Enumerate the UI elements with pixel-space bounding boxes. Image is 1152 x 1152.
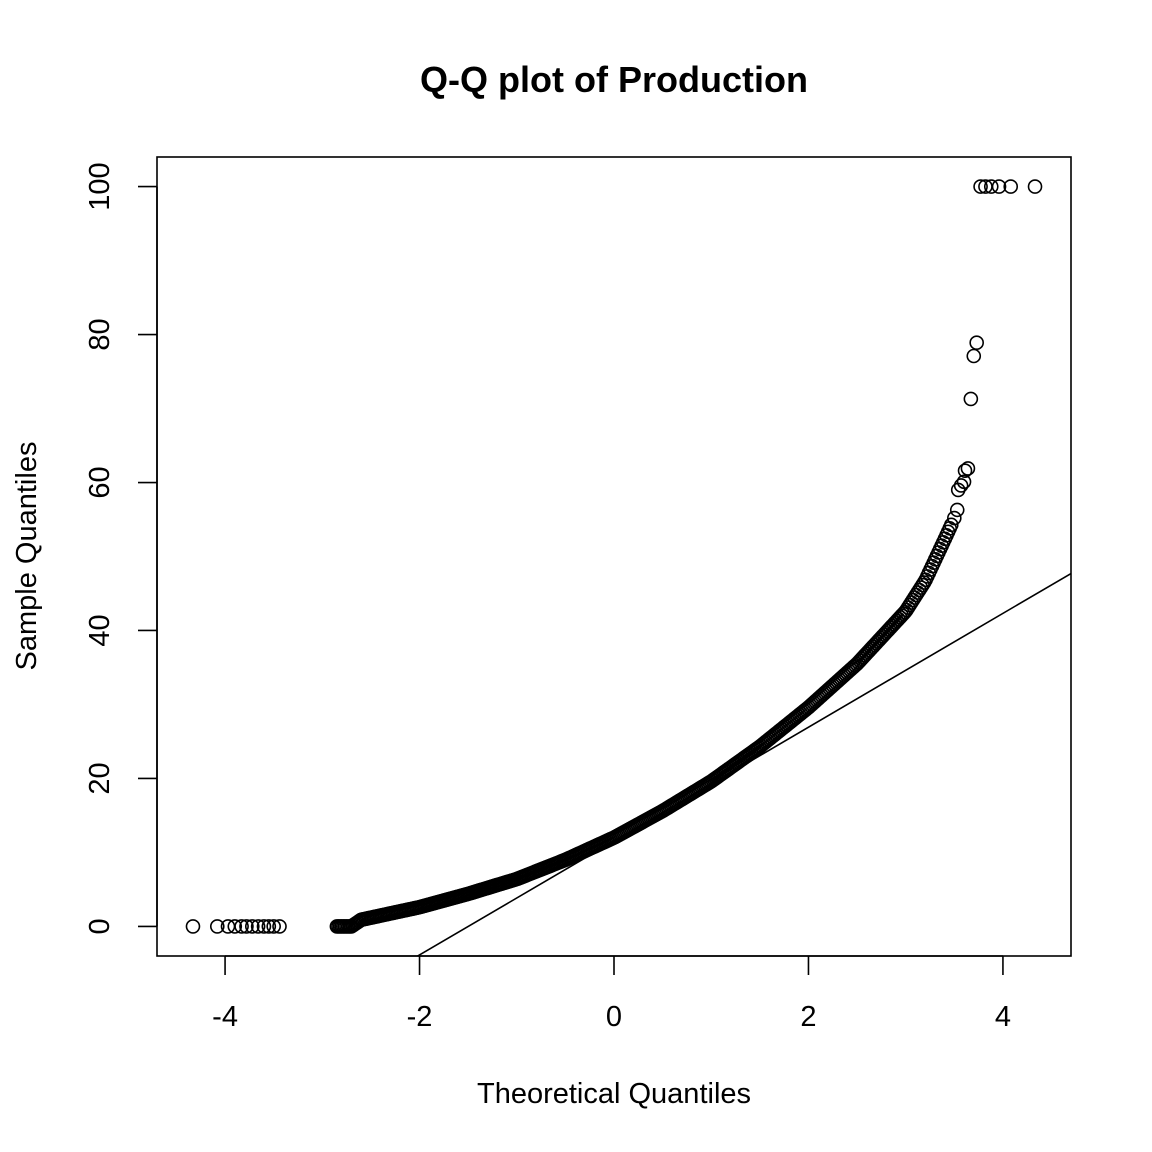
qq-point xyxy=(966,348,982,364)
qq-point xyxy=(250,919,266,934)
plot-clip-group xyxy=(416,572,1071,956)
qq-point xyxy=(973,179,988,194)
qq-reference-line xyxy=(416,572,1071,956)
qq-point xyxy=(1003,179,1019,194)
qq-point xyxy=(266,919,281,934)
qq-point xyxy=(969,335,984,350)
qq-point xyxy=(953,478,969,493)
qq-point xyxy=(256,919,272,934)
qq-point xyxy=(949,502,965,518)
qq-point xyxy=(272,919,287,934)
qq-point xyxy=(960,461,976,476)
qq-point xyxy=(957,463,973,478)
y-axis-label: Sample Quantiles xyxy=(11,442,43,671)
y-tick-label: 40 xyxy=(84,614,116,646)
qq-point xyxy=(963,391,979,407)
y-tick-label: 60 xyxy=(84,466,116,498)
qq-point xyxy=(234,919,249,934)
y-tick-label: 0 xyxy=(84,918,116,934)
qq-point xyxy=(1027,179,1043,194)
chart-title: Q-Q plot of Production xyxy=(420,59,808,100)
qq-point xyxy=(261,919,277,934)
qq-point xyxy=(991,179,1007,194)
y-tick-label: 80 xyxy=(84,318,116,350)
qq-point xyxy=(209,919,225,934)
data-points xyxy=(185,179,1043,934)
x-tick-label: -2 xyxy=(407,1001,433,1033)
x-tick-label: 2 xyxy=(800,1001,816,1033)
x-tick-label: -4 xyxy=(212,1001,238,1033)
x-tick-label: 4 xyxy=(995,1001,1011,1033)
x-axis: -4 -2 0 2 4 xyxy=(212,955,1011,1033)
qq-point xyxy=(185,919,201,934)
qq-point xyxy=(947,510,962,526)
qq-point xyxy=(244,919,260,934)
qq-point xyxy=(956,474,972,490)
x-axis-label: Theoretical Quantiles xyxy=(477,1078,751,1110)
y-tick-label: 100 xyxy=(84,162,116,210)
y-axis: 0 20 40 60 80 100 xyxy=(84,162,158,934)
qq-point xyxy=(239,919,254,934)
qq-point xyxy=(943,517,959,533)
x-tick-label: 0 xyxy=(606,1001,622,1033)
y-tick-label: 20 xyxy=(84,762,116,794)
qq-point xyxy=(983,179,999,194)
qq-point xyxy=(227,919,243,934)
